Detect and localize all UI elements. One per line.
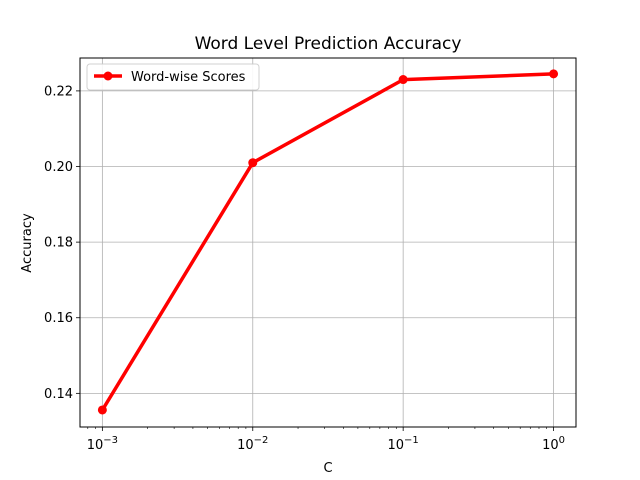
x-tick-label: 10−2 <box>237 435 268 453</box>
y-axis-label: Accuracy <box>20 213 35 273</box>
legend-box <box>86 63 260 91</box>
series-line <box>100 72 556 412</box>
data-point <box>97 405 107 415</box>
data-point <box>549 69 559 79</box>
y-tick-label: 0.18 <box>44 236 73 251</box>
ticks: 10−3 10−2 10−1 100 0.14 0.16 0.18 0.20 0.22 <box>44 84 565 453</box>
y-tick-label: 0.16 <box>44 311 73 326</box>
legend-label: Word-wise Scores <box>131 70 246 85</box>
legend-marker <box>103 71 113 81</box>
x-tick-label: 10−3 <box>87 435 118 453</box>
x-tick-label: 10−1 <box>388 435 419 453</box>
y-tick-label: 0.14 <box>44 387 73 402</box>
x-axis-label: C <box>323 461 332 476</box>
data-point <box>398 75 408 85</box>
y-tick-label: 0.20 <box>44 160 73 175</box>
series-layer <box>97 69 559 415</box>
grid <box>80 58 576 427</box>
y-tick-label: 0.22 <box>44 84 73 99</box>
x-tick-label: 100 <box>542 435 565 453</box>
data-point <box>248 158 258 168</box>
chart-title: Word Level Prediction Accuracy <box>195 34 462 54</box>
legend: Word-wise Scores <box>86 63 260 91</box>
